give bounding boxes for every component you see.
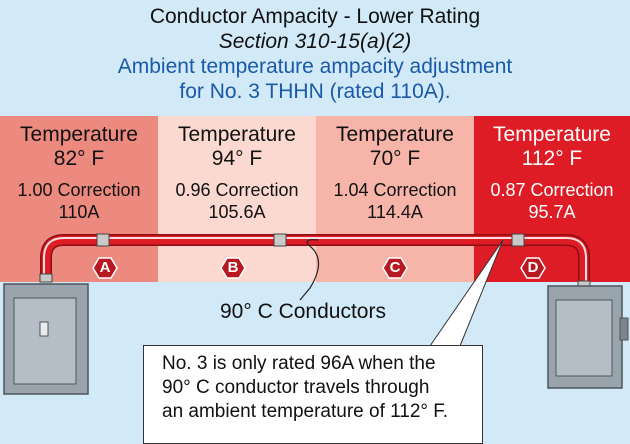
title: Conductor Ampacity - Lower Rating (149, 5, 481, 28)
callout-pointer (429, 239, 504, 347)
zone-c-ampacity: 114.4A (367, 202, 423, 222)
conduit-highlight (43, 237, 587, 283)
zone-d-correction: 0.87 Correction (490, 180, 614, 200)
zone-a-correction: 1.00 Correction (17, 180, 141, 200)
zone-b-temperature: 94° F (211, 147, 263, 170)
badge-b (220, 257, 246, 279)
zone-a-ampacity: 110A (58, 202, 100, 222)
zone-d-ampacity: 95.7A (528, 202, 576, 222)
badge-c-letter: C (389, 259, 401, 276)
badge-d-letter: D (527, 259, 539, 276)
zone-d-temperature: 112° F (521, 147, 583, 170)
conductors-leader (299, 239, 320, 301)
zone-b-correction: 0.96 Correction (175, 180, 299, 200)
zone-c-correction: 1.04 Correction (333, 180, 457, 200)
callout-line-1: No. 3 is only rated 96A when the (162, 353, 436, 374)
title-block: Conductor Ampacity - Lower Rating Sectio… (0, 4, 630, 104)
zone-b-label: Temperature (178, 123, 296, 146)
zone-b-ampacity: 105.6A (208, 202, 266, 222)
right-disconnect (547, 285, 629, 389)
zone-c-temperature: 70° F (369, 147, 421, 170)
zone-a: Temperature 82° F 1.00 Correction 110A (0, 116, 158, 282)
zone-c-label: Temperature (336, 123, 454, 146)
zone-badges (92, 257, 546, 279)
badge-a-letter: A (99, 259, 111, 276)
badge-a (92, 257, 118, 279)
zone-d: Temperature 112° F 0.87 Correction 95.7A (474, 116, 630, 282)
callout-box: No. 3 is only rated 96A when the 90° C c… (143, 345, 483, 444)
badge-d (520, 257, 546, 279)
coupling (39, 233, 591, 290)
conductors-label: 90° C Conductors (220, 300, 386, 323)
subtitle-line-2: for No. 3 THHN (rated 110A). (179, 80, 451, 103)
badge-c (382, 257, 408, 279)
callout-line-2: 90° C conductor travels through (162, 377, 430, 398)
subtitle-line-1: Ambient temperature ampacity adjustment (117, 55, 513, 78)
zone-d-label: Temperature (493, 123, 611, 146)
temperature-zones: Temperature 82° F 1.00 Correction 110A T… (0, 116, 630, 282)
section-reference: Section 310-15(a)(2) (218, 30, 412, 53)
left-panelboard (3, 283, 89, 395)
callout-line-3: an ambient temperature of 112° F. (162, 401, 449, 422)
badge-b-letter: B (227, 259, 239, 276)
zone-a-temperature: 82° F (53, 147, 105, 170)
zone-b: Temperature 94° F 0.96 Correction 105.6A (158, 116, 316, 282)
zone-a-label: Temperature (20, 123, 138, 146)
zone-c: Temperature 70° F 1.04 Correction 114.4A (316, 116, 474, 282)
